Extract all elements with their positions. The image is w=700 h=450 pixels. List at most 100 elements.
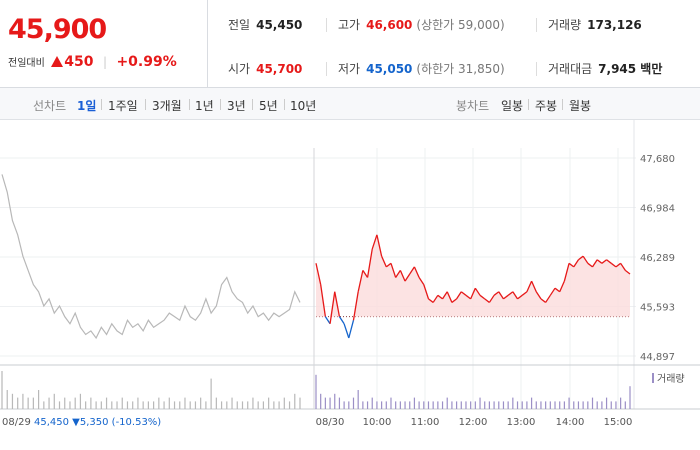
prev-volume-bar bbox=[299, 397, 301, 409]
today-line-segment bbox=[418, 277, 425, 285]
today-line-segment bbox=[404, 273, 411, 282]
today-line-segment bbox=[409, 266, 415, 275]
prev-volume-bar bbox=[111, 401, 113, 409]
period-3y[interactable]: 3년 bbox=[227, 99, 246, 113]
prev-volume-bar bbox=[194, 401, 197, 409]
today-line-segment bbox=[517, 294, 523, 300]
today-volume-bar bbox=[493, 401, 495, 409]
today-line-segment bbox=[578, 255, 584, 261]
prev-volume-bar bbox=[69, 401, 71, 409]
today-line-segment bbox=[470, 287, 476, 300]
today-volume-bar bbox=[605, 397, 608, 409]
today-line-segment bbox=[507, 291, 514, 296]
today-line-segment bbox=[582, 255, 589, 264]
prev-volume-bar bbox=[220, 401, 223, 409]
stat-trade-value: 거래대금 7,945 백만 bbox=[548, 60, 662, 77]
today-volume-bar bbox=[591, 397, 594, 409]
stat-prev-close: 전일 45,450 bbox=[228, 16, 302, 33]
stat-value: 173,126 bbox=[587, 18, 642, 32]
period-1d[interactable]: 1일 bbox=[77, 99, 97, 113]
period-5y[interactable]: 5년 bbox=[259, 99, 278, 113]
volume-legend-swatch bbox=[652, 373, 654, 383]
candle-monthly[interactable]: 월봉 bbox=[569, 99, 592, 113]
today-volume-bar bbox=[446, 397, 448, 409]
volume-legend-label: 거래량 bbox=[657, 373, 685, 385]
today-volume-bar bbox=[334, 393, 336, 409]
today-line-segment bbox=[488, 294, 495, 303]
today-volume-bar bbox=[474, 401, 476, 409]
prev-volume-bar bbox=[247, 401, 249, 409]
quote-header: 45,900 전일대비 450 | +0.99% 전일 45,450 고가 46,6… bbox=[0, 0, 700, 88]
prev-volume-bar bbox=[126, 401, 129, 409]
today-line-segment bbox=[348, 320, 355, 339]
stat-value: 45,700 bbox=[256, 62, 303, 76]
prev-volume-bar bbox=[288, 401, 291, 409]
chart-toolbar: 선차트 1일 1주일 3개월 1년 3년 5년 10년 봉차트 일봉 주봉 월봉 bbox=[0, 88, 700, 120]
prev-volume-bar bbox=[163, 401, 165, 409]
today-volume-bar bbox=[455, 401, 458, 409]
today-volume-bar bbox=[577, 401, 580, 409]
today-volume-bar bbox=[502, 401, 505, 409]
prev-volume-bar bbox=[58, 401, 61, 409]
today-line-segment bbox=[474, 287, 481, 296]
prev-volume-bar bbox=[43, 401, 45, 409]
today-line-segment bbox=[479, 294, 486, 300]
prev-day-price: 45,450 bbox=[34, 417, 72, 428]
prev-day-change: ▼5,350 bbox=[72, 417, 112, 428]
period-10y[interactable]: 10년 bbox=[290, 99, 317, 113]
prev-volume-bar bbox=[179, 401, 181, 409]
today-volume-bar bbox=[629, 386, 631, 409]
prev-volume-bar bbox=[215, 397, 217, 409]
period-3m[interactable]: 3개월 bbox=[152, 99, 182, 113]
prev-volume-bar bbox=[278, 401, 280, 409]
today-line-segment bbox=[521, 291, 528, 296]
today-line-segment bbox=[376, 234, 383, 257]
x-tick-label: 10:00 bbox=[363, 417, 392, 428]
today-volume-bar bbox=[413, 397, 416, 409]
divider bbox=[536, 62, 537, 76]
prev-volume-bar bbox=[17, 397, 19, 409]
period-1y[interactable]: 1년 bbox=[195, 99, 214, 113]
prev-volume-bar bbox=[273, 401, 275, 409]
change-value: 450 bbox=[64, 54, 94, 70]
prev-volume-bar bbox=[6, 390, 8, 409]
prev-volume-bar bbox=[236, 401, 238, 409]
today-line-segment bbox=[596, 259, 603, 264]
divider bbox=[326, 62, 327, 76]
today-line-segment bbox=[437, 294, 443, 300]
today-line-segment bbox=[315, 263, 322, 285]
today-line-segment bbox=[573, 259, 579, 268]
prev-volume-bar bbox=[132, 401, 134, 409]
prev-volume-bar bbox=[100, 401, 102, 409]
candle-weekly[interactable]: 주봉 bbox=[535, 99, 558, 113]
today-volume-bar bbox=[615, 401, 617, 409]
today-volume-bar bbox=[488, 401, 491, 409]
prev-volume-bar bbox=[1, 371, 3, 409]
today-line-segment bbox=[503, 294, 509, 300]
today-line-segment bbox=[362, 270, 369, 278]
today-line-segment bbox=[446, 291, 453, 303]
period-1w[interactable]: 1주일 bbox=[108, 99, 138, 113]
today-volume-bar bbox=[409, 401, 411, 409]
today-line-segment bbox=[559, 280, 565, 293]
today-line-segment bbox=[385, 262, 392, 268]
today-volume-bar bbox=[582, 401, 584, 409]
x-tick-label: 12:00 bbox=[459, 417, 488, 428]
prev-volume-bar bbox=[142, 401, 144, 409]
prev-volume-bar bbox=[22, 393, 24, 409]
divider bbox=[536, 18, 537, 32]
change-percent: +0.99% bbox=[116, 54, 177, 70]
today-volume-bar bbox=[451, 401, 453, 409]
prev-volume-bar bbox=[95, 401, 97, 409]
candle-daily[interactable]: 일봉 bbox=[501, 99, 524, 113]
today-line-segment bbox=[320, 284, 327, 317]
prev-volume-bar bbox=[241, 401, 244, 409]
today-volume-bar bbox=[545, 401, 547, 409]
today-volume-bar bbox=[441, 401, 444, 409]
line-chart-label: 선차트 bbox=[33, 99, 67, 113]
today-volume-bar bbox=[376, 401, 378, 409]
stat-open: 시가 45,700 bbox=[228, 60, 302, 77]
prev-volume-bar bbox=[11, 393, 14, 409]
today-volume-bar bbox=[362, 401, 364, 409]
today-line-segment bbox=[451, 298, 457, 303]
